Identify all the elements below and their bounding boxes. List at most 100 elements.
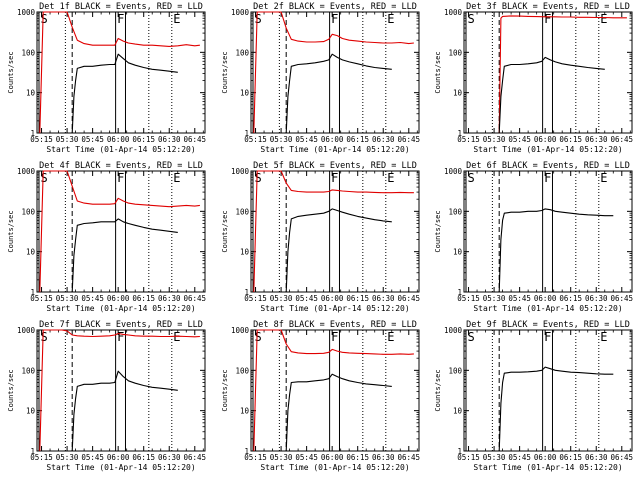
x-tick-label: 05:45 bbox=[508, 453, 531, 462]
x-tick-label: 05:30 bbox=[483, 453, 506, 462]
lld-series-line bbox=[39, 329, 200, 452]
detector-panel-9: Det 9f BLACK = Events, RED = LLD Counts/s… bbox=[434, 320, 633, 472]
y-tick-label: 1 bbox=[30, 447, 35, 456]
x-tick-label: 06:15 bbox=[132, 135, 155, 144]
x-tick-label: 06:30 bbox=[158, 294, 181, 303]
plot-frame bbox=[463, 329, 633, 452]
y-tick-label: 100 bbox=[448, 48, 462, 57]
marker-label-f: F bbox=[544, 12, 551, 26]
marker-label-s: S bbox=[40, 330, 47, 344]
x-tick-label: 06:45 bbox=[183, 294, 206, 303]
panel-title: Det 8f BLACK = Events, RED = LLD bbox=[253, 320, 417, 330]
marker-label-f: F bbox=[331, 12, 338, 26]
x-tick-label: 05:45 bbox=[508, 294, 531, 303]
x-tick-label: 06:30 bbox=[585, 453, 608, 462]
x-tick-label: 05:45 bbox=[295, 453, 318, 462]
y-tick-label: 100 bbox=[448, 207, 462, 216]
x-tick-label: 06:00 bbox=[321, 453, 344, 462]
y-tick-label: 1000 bbox=[231, 167, 250, 176]
marker-label-f: F bbox=[331, 330, 338, 344]
x-tick-label: 06:45 bbox=[610, 294, 633, 303]
plot-frame bbox=[36, 329, 206, 452]
detector-panel-4: Det 4f BLACK = Events, RED = LLD Counts/s… bbox=[7, 161, 206, 313]
x-tick-label: 05:30 bbox=[56, 453, 79, 462]
lld-series-line bbox=[39, 170, 200, 293]
y-tick-label: 1 bbox=[30, 288, 35, 297]
x-tick-label: 06:30 bbox=[158, 453, 181, 462]
y-tick-label: 100 bbox=[235, 48, 249, 57]
y-tick-label: 10 bbox=[26, 407, 36, 416]
y-tick-label: 100 bbox=[448, 366, 462, 375]
x-tick-label: 05:15 bbox=[457, 294, 480, 303]
marker-label-e: E bbox=[387, 330, 394, 344]
y-axis-label: Counts/sec bbox=[7, 369, 15, 411]
marker-label-f: F bbox=[544, 330, 551, 344]
y-tick-label: 1000 bbox=[444, 167, 463, 176]
x-tick-label: 06:30 bbox=[372, 135, 395, 144]
y-tick-label: 1 bbox=[244, 447, 249, 456]
x-tick-label: 05:45 bbox=[508, 135, 531, 144]
x-tick-label: 06:00 bbox=[321, 294, 344, 303]
y-tick-label: 10 bbox=[240, 248, 250, 257]
x-tick-label: 06:45 bbox=[397, 294, 420, 303]
y-tick-label: 1 bbox=[457, 129, 462, 138]
y-tick-label: 1000 bbox=[444, 326, 463, 335]
marker-label-e: E bbox=[600, 171, 607, 185]
marker-label-s: S bbox=[254, 330, 261, 344]
marker-label-f: F bbox=[117, 171, 124, 185]
y-tick-label: 10 bbox=[453, 407, 463, 416]
plot-frame bbox=[250, 11, 420, 134]
x-tick-label: 06:15 bbox=[132, 294, 155, 303]
y-tick-label: 100 bbox=[21, 366, 35, 375]
plot-frame bbox=[250, 329, 420, 452]
panel-title: Det 3f BLACK = Events, RED = LLD bbox=[466, 2, 630, 12]
y-tick-label: 10 bbox=[26, 248, 36, 257]
detector-panel-8: Det 8f BLACK = Events, RED = LLD Counts/s… bbox=[221, 320, 420, 472]
x-tick-label: 05:45 bbox=[81, 453, 104, 462]
events-series-line bbox=[498, 208, 614, 293]
detector-panel-6: Det 6f BLACK = Events, RED = LLD Counts/s… bbox=[434, 161, 633, 313]
events-series-line bbox=[285, 208, 392, 293]
x-tick-label: 06:15 bbox=[346, 294, 369, 303]
lld-series-line bbox=[253, 329, 414, 452]
x-axis-label: Start Time (01-Apr-14 05:12:20) bbox=[260, 304, 409, 313]
x-tick-label: 06:00 bbox=[534, 453, 557, 462]
x-tick-label: 06:30 bbox=[585, 294, 608, 303]
x-tick-label: 05:15 bbox=[30, 135, 53, 144]
x-tick-label: 06:00 bbox=[534, 294, 557, 303]
events-series-line bbox=[71, 53, 178, 134]
x-axis-label: Start Time (01-Apr-14 05:12:20) bbox=[46, 145, 195, 154]
y-tick-label: 1 bbox=[30, 129, 35, 138]
x-axis-label: Start Time (01-Apr-14 05:12:20) bbox=[46, 304, 195, 313]
marker-label-e: E bbox=[600, 330, 607, 344]
y-tick-label: 10 bbox=[240, 407, 250, 416]
y-tick-label: 1 bbox=[244, 288, 249, 297]
y-tick-label: 100 bbox=[235, 366, 249, 375]
y-tick-label: 10 bbox=[453, 248, 463, 257]
x-tick-label: 06:45 bbox=[610, 135, 633, 144]
lld-series-line bbox=[39, 11, 200, 134]
events-series-line bbox=[71, 370, 178, 452]
x-tick-label: 06:15 bbox=[559, 453, 582, 462]
panel-title: Det 6f BLACK = Events, RED = LLD bbox=[466, 161, 630, 171]
y-tick-label: 10 bbox=[26, 89, 36, 98]
events-series-line bbox=[498, 366, 614, 452]
marker-label-f: F bbox=[117, 330, 124, 344]
y-tick-label: 1000 bbox=[17, 326, 36, 335]
x-tick-label: 06:15 bbox=[559, 294, 582, 303]
x-tick-label: 06:45 bbox=[397, 453, 420, 462]
y-tick-label: 1000 bbox=[17, 167, 36, 176]
x-tick-label: 05:30 bbox=[56, 135, 79, 144]
y-tick-label: 1 bbox=[244, 129, 249, 138]
x-tick-label: 06:15 bbox=[346, 135, 369, 144]
x-axis-label: Start Time (01-Apr-14 05:12:20) bbox=[473, 463, 622, 472]
lld-series-line bbox=[498, 15, 627, 134]
x-tick-label: 05:15 bbox=[244, 453, 267, 462]
marker-label-s: S bbox=[40, 12, 47, 26]
x-tick-label: 05:30 bbox=[270, 135, 293, 144]
y-axis-label: Counts/sec bbox=[434, 210, 442, 252]
x-tick-label: 06:45 bbox=[397, 135, 420, 144]
detector-panel-7: Det 7f BLACK = Events, RED = LLD Counts/s… bbox=[7, 320, 206, 472]
plot-frame bbox=[463, 11, 633, 134]
events-series-line bbox=[498, 56, 605, 134]
